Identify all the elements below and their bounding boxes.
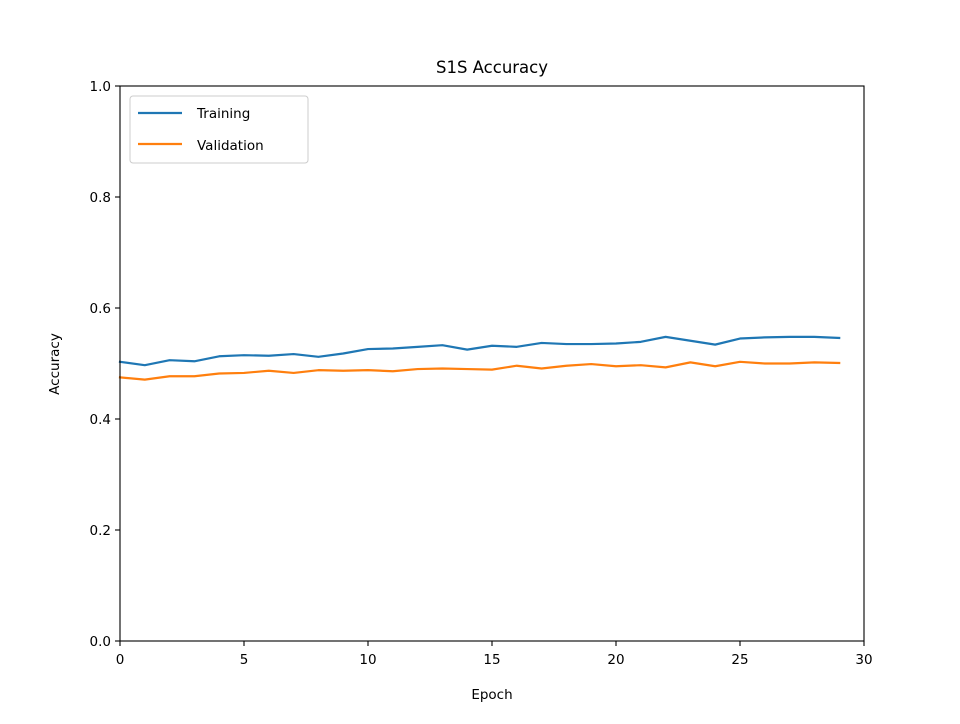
y-tick-label: 0.0 [90, 634, 111, 650]
x-tick-label: 5 [240, 652, 249, 668]
plot-area [120, 86, 864, 641]
x-tick-label: 25 [731, 652, 748, 668]
series-line-validation [118, 360, 841, 381]
y-tick-label: 0.2 [90, 523, 111, 539]
x-axis-label: Epoch [471, 687, 512, 703]
legend-label-validation: Validation [197, 138, 264, 154]
x-axis-ticks: 0 5 10 15 20 25 30 [116, 641, 873, 668]
y-tick-label: 0.6 [90, 301, 111, 317]
chart-title: S1S Accuracy [436, 58, 548, 77]
legend: Training Validation [129, 95, 309, 164]
x-tick-label: 20 [607, 652, 624, 668]
y-tick-label: 0.8 [90, 190, 111, 206]
x-tick-label: 15 [483, 652, 500, 668]
y-tick-label: 0.4 [90, 412, 111, 428]
y-tick-label: 1.0 [90, 79, 111, 95]
plot-frame [119, 85, 865, 642]
x-tick-label: 30 [855, 652, 872, 668]
x-tick-label: 10 [359, 652, 376, 668]
series-lines [118, 335, 841, 381]
y-axis-label: Accuracy [47, 333, 63, 395]
legend-label-training: Training [196, 106, 250, 122]
series-line-training [118, 335, 841, 367]
y-axis-ticks: 0.0 0.2 0.4 0.6 0.8 1.0 [90, 79, 120, 650]
x-tick-label: 0 [116, 652, 125, 668]
